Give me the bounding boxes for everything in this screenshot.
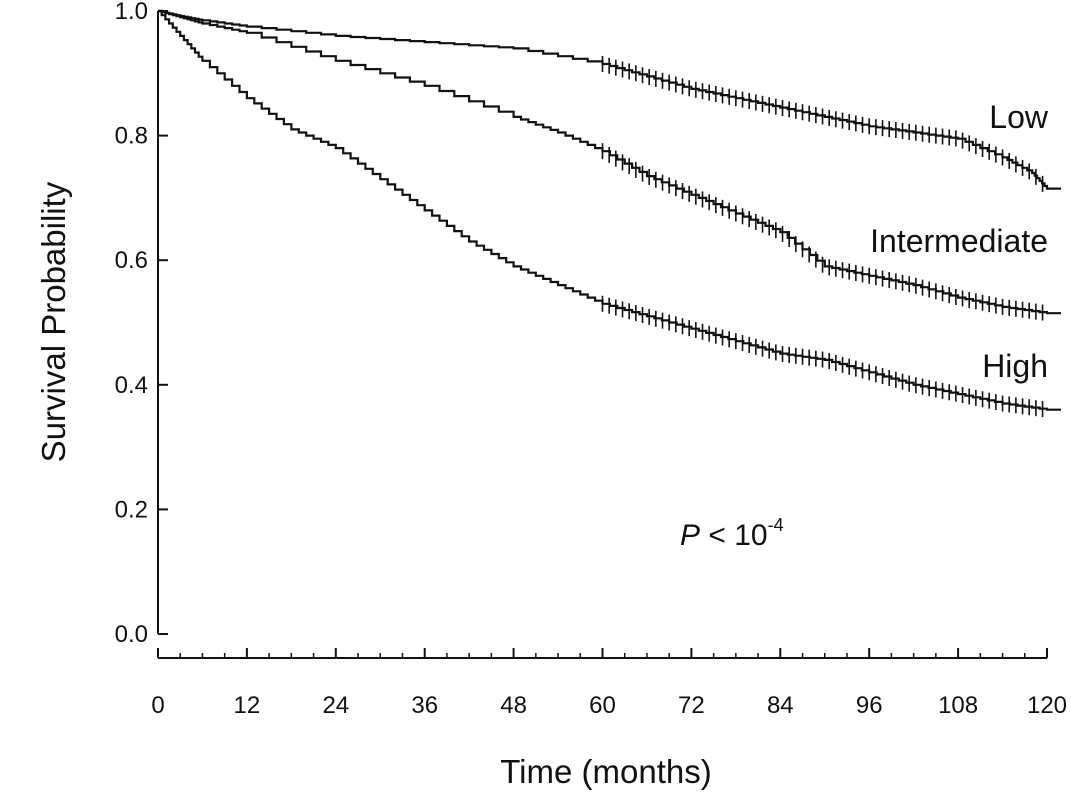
labels: Low Intermediate High — [870, 99, 1049, 384]
series-label-intermediate: Intermediate — [870, 223, 1048, 259]
x-tick-label: 120 — [1027, 692, 1067, 719]
y-tick-label: 0.0 — [115, 621, 148, 648]
p-value-exponent: -4 — [768, 515, 784, 535]
x-tick-label: 36 — [411, 692, 438, 719]
curves — [158, 9, 1061, 418]
y-tick-label: 0.2 — [115, 496, 148, 523]
y-tick-label: 0.4 — [115, 372, 148, 399]
x-tick-label: 0 — [151, 692, 164, 719]
x-tick-label: 108 — [938, 692, 978, 719]
p-value-label: P — [680, 519, 700, 552]
series-label-high: High — [982, 348, 1048, 384]
axes: 0.0 0.2 0.4 0.6 0.8 1.0 0 12 24 36 48 60 72 84 96 108 12… — [115, 0, 1067, 719]
series-line-intermediate — [158, 9, 1061, 315]
x-tick-label: 96 — [856, 692, 883, 719]
y-axis-title: Survival Probability — [35, 181, 72, 462]
series-line-high — [158, 9, 1061, 411]
x-axis-title: Time (months) — [500, 753, 711, 790]
p-value-annotation: P < 10-4 — [680, 515, 784, 552]
y-tick-label: 0.8 — [115, 123, 148, 150]
x-tick-label: 60 — [589, 692, 616, 719]
series-label-low: Low — [989, 99, 1049, 135]
x-tick-label: 12 — [234, 692, 261, 719]
x-tick-label: 24 — [322, 692, 349, 719]
y-tick-label: 0.6 — [115, 247, 148, 274]
x-tick-label: 48 — [500, 692, 527, 719]
p-value-operator: < 10 — [700, 519, 768, 552]
x-tick-label: 84 — [767, 692, 794, 719]
x-tick-label: 72 — [678, 692, 705, 719]
y-tick-label: 1.0 — [115, 0, 148, 25]
